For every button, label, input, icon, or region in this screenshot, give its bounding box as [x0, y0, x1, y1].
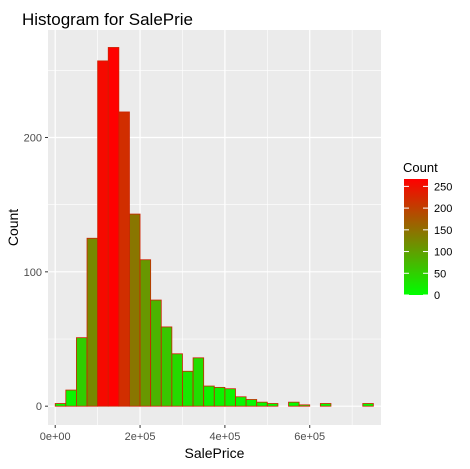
histogram-bar — [298, 404, 311, 407]
histogram-bar — [86, 237, 99, 407]
legend-tick-label: 100 — [434, 247, 452, 259]
bars — [54, 47, 374, 407]
chart-title: Histogram for SalePrie — [22, 10, 193, 29]
histogram-bar — [150, 299, 162, 407]
legend-tick-label: 150 — [434, 225, 452, 237]
grid-lines — [48, 30, 381, 425]
histogram-bar — [97, 60, 109, 407]
x-axis-ticks: 0e+00 2e+05 4e+05 6e+05 — [40, 425, 325, 443]
legend-title: Count — [403, 160, 438, 175]
x-tick-label: 6e+05 — [294, 431, 325, 443]
histogram-bar — [235, 396, 247, 407]
histogram-bar — [288, 401, 300, 407]
y-axis-ticks: 0 100 200 — [24, 132, 48, 413]
histogram-bar — [118, 111, 130, 407]
histogram-bar — [65, 389, 77, 407]
histogram-bar — [266, 403, 279, 407]
histogram-bar — [139, 259, 152, 407]
histogram-bar — [129, 213, 141, 407]
histogram-bar — [192, 357, 205, 407]
legend-tick-label: 50 — [434, 268, 446, 280]
y-axis-title: Count — [5, 209, 21, 246]
histogram-bar — [224, 388, 236, 407]
histogram-bar — [171, 353, 183, 407]
legend-color-bar — [404, 179, 428, 295]
legend-ticks: 0 50 100 150 200 250 — [404, 181, 452, 302]
x-tick-label: 0e+00 — [40, 431, 71, 443]
y-tick-label: 200 — [24, 132, 42, 144]
histogram-bar — [362, 403, 374, 407]
histogram-bar — [256, 401, 268, 407]
histogram-bar — [182, 370, 194, 407]
legend-tick-label: 200 — [434, 203, 452, 215]
histogram-bar — [203, 385, 215, 407]
y-tick-label: 0 — [36, 401, 42, 413]
histogram-bar — [245, 399, 258, 407]
histogram-bar — [213, 386, 226, 407]
y-tick-label: 100 — [24, 267, 42, 279]
histogram-bar — [107, 47, 120, 407]
x-axis-title: SalePrice — [185, 445, 245, 461]
legend-tick-label: 0 — [434, 290, 440, 302]
x-tick-label: 2e+05 — [125, 431, 156, 443]
histogram-bar — [76, 337, 88, 407]
histogram-bar — [319, 403, 332, 407]
x-tick-label: 4e+05 — [209, 431, 240, 443]
legend-tick-label: 250 — [434, 181, 452, 193]
legend: Count 0 50 100 150 200 250 — [403, 160, 452, 302]
histogram-bar — [54, 403, 67, 407]
histogram-bar — [160, 326, 173, 407]
